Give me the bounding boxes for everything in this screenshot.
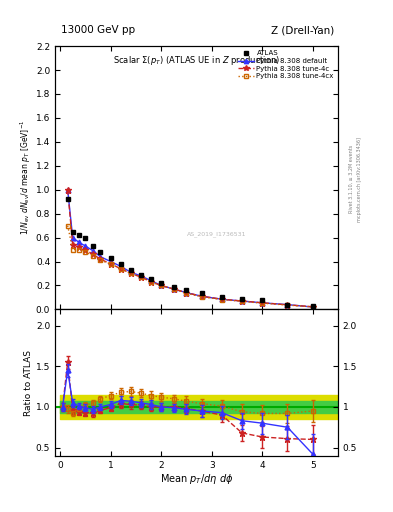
Pythia 8.308 tune-4cx <box>83 249 88 255</box>
Pythia 8.308 tune-4c <box>285 302 290 308</box>
Pythia 8.308 tune-4cx <box>90 252 95 259</box>
Pythia 8.308 tune-4cx <box>240 298 244 305</box>
Pythia 8.308 tune-4c <box>260 300 264 306</box>
Pythia 8.308 tune-4c <box>98 256 103 262</box>
Text: Z (Drell-Yan): Z (Drell-Yan) <box>271 25 334 35</box>
Y-axis label: Ratio to ATLAS: Ratio to ATLAS <box>24 350 33 416</box>
Pythia 8.308 tune-4cx <box>285 302 290 308</box>
Pythia 8.308 tune-4c <box>171 286 176 292</box>
Pythia 8.308 tune-4cx <box>77 246 81 252</box>
Pythia 8.308 tune-4cx <box>199 294 204 300</box>
Pythia 8.308 tune-4c <box>108 261 113 267</box>
ATLAS <box>149 276 153 283</box>
Text: Scalar $\Sigma(p_T)$ (ATLAS UE in $Z$ production): Scalar $\Sigma(p_T)$ (ATLAS UE in $Z$ pr… <box>113 54 280 67</box>
Pythia 8.308 default <box>108 259 113 265</box>
Pythia 8.308 tune-4c <box>149 279 153 285</box>
Pythia 8.308 default <box>219 296 224 302</box>
Pythia 8.308 tune-4c <box>240 298 244 304</box>
Pythia 8.308 default <box>83 243 88 249</box>
Pythia 8.308 tune-4c <box>65 187 70 193</box>
Pythia 8.308 default <box>65 187 70 193</box>
Pythia 8.308 tune-4c <box>77 244 81 250</box>
Line: Pythia 8.308 default: Pythia 8.308 default <box>65 187 315 309</box>
Pythia 8.308 tune-4c <box>199 293 204 300</box>
Line: Pythia 8.308 tune-4c: Pythia 8.308 tune-4c <box>64 186 316 310</box>
Pythia 8.308 tune-4cx <box>98 257 103 263</box>
Pythia 8.308 default <box>98 253 103 260</box>
Pythia 8.308 tune-4c <box>184 290 189 296</box>
Pythia 8.308 tune-4c <box>83 246 88 252</box>
Text: 13000 GeV pp: 13000 GeV pp <box>61 25 135 35</box>
Legend: ATLAS, Pythia 8.308 default, Pythia 8.308 tune-4c, Pythia 8.308 tune-4cx: ATLAS, Pythia 8.308 default, Pythia 8.30… <box>236 48 336 82</box>
Pythia 8.308 default <box>310 304 315 310</box>
Pythia 8.308 tune-4c <box>70 242 75 248</box>
Pythia 8.308 tune-4cx <box>108 261 113 267</box>
Pythia 8.308 tune-4c <box>219 296 224 302</box>
Pythia 8.308 tune-4cx <box>219 296 224 303</box>
Pythia 8.308 tune-4cx <box>118 266 123 272</box>
Pythia 8.308 default <box>240 298 244 304</box>
ATLAS <box>90 243 95 249</box>
Pythia 8.308 default <box>118 263 123 269</box>
Pythia 8.308 default <box>77 239 81 245</box>
Pythia 8.308 tune-4c <box>139 274 143 280</box>
Pythia 8.308 default <box>285 302 290 308</box>
ATLAS <box>65 196 70 202</box>
ATLAS <box>129 267 133 273</box>
ATLAS <box>171 284 176 290</box>
Pythia 8.308 tune-4cx <box>159 283 163 289</box>
ATLAS <box>139 271 143 278</box>
Pythia 8.308 default <box>70 234 75 241</box>
ATLAS <box>83 234 88 241</box>
Pythia 8.308 default <box>139 273 143 279</box>
Pythia 8.308 tune-4cx <box>260 300 264 306</box>
X-axis label: Mean $p_T/d\eta\ d\phi$: Mean $p_T/d\eta\ d\phi$ <box>160 472 233 486</box>
ATLAS <box>118 261 123 267</box>
ATLAS <box>77 232 81 238</box>
Pythia 8.308 default <box>149 278 153 284</box>
Y-axis label: $1/N_{\rm ev}\ dN_{\rm ev}/d$ mean $p_T$ [GeV]$^{-1}$: $1/N_{\rm ev}\ dN_{\rm ev}/d$ mean $p_T$… <box>18 120 33 236</box>
Pythia 8.308 tune-4cx <box>129 270 133 276</box>
Pythia 8.308 tune-4c <box>310 304 315 310</box>
Pythia 8.308 tune-4cx <box>139 274 143 280</box>
Text: Rivet 3.1.10, ≥ 3.2M events: Rivet 3.1.10, ≥ 3.2M events <box>349 145 354 214</box>
Pythia 8.308 default <box>171 286 176 292</box>
Text: mcplots.cern.ch [arXiv:1306.3436]: mcplots.cern.ch [arXiv:1306.3436] <box>357 137 362 222</box>
ATLAS <box>199 290 204 296</box>
Pythia 8.308 default <box>199 293 204 300</box>
Pythia 8.308 tune-4cx <box>149 279 153 285</box>
Pythia 8.308 tune-4c <box>90 251 95 258</box>
ATLAS <box>108 255 113 261</box>
Line: Pythia 8.308 tune-4cx: Pythia 8.308 tune-4cx <box>65 223 315 309</box>
Pythia 8.308 default <box>159 283 163 289</box>
Pythia 8.308 tune-4c <box>118 266 123 272</box>
ATLAS <box>184 287 189 293</box>
ATLAS <box>98 249 103 255</box>
ATLAS <box>240 295 244 302</box>
Pythia 8.308 default <box>90 248 95 254</box>
ATLAS <box>285 302 290 308</box>
Text: AS_2019_I1736531: AS_2019_I1736531 <box>187 231 246 238</box>
Pythia 8.308 tune-4cx <box>65 223 70 229</box>
Pythia 8.308 tune-4cx <box>310 304 315 310</box>
Pythia 8.308 tune-4cx <box>70 246 75 252</box>
ATLAS <box>70 228 75 234</box>
Pythia 8.308 tune-4c <box>129 270 133 276</box>
Pythia 8.308 default <box>184 290 189 296</box>
Pythia 8.308 tune-4cx <box>171 286 176 292</box>
Pythia 8.308 tune-4cx <box>184 290 189 296</box>
ATLAS <box>219 294 224 301</box>
ATLAS <box>310 303 315 309</box>
Pythia 8.308 default <box>129 269 133 275</box>
Pythia 8.308 default <box>260 300 264 306</box>
ATLAS <box>159 280 163 286</box>
ATLAS <box>260 297 264 303</box>
Line: ATLAS: ATLAS <box>65 197 315 308</box>
Pythia 8.308 tune-4c <box>159 283 163 289</box>
